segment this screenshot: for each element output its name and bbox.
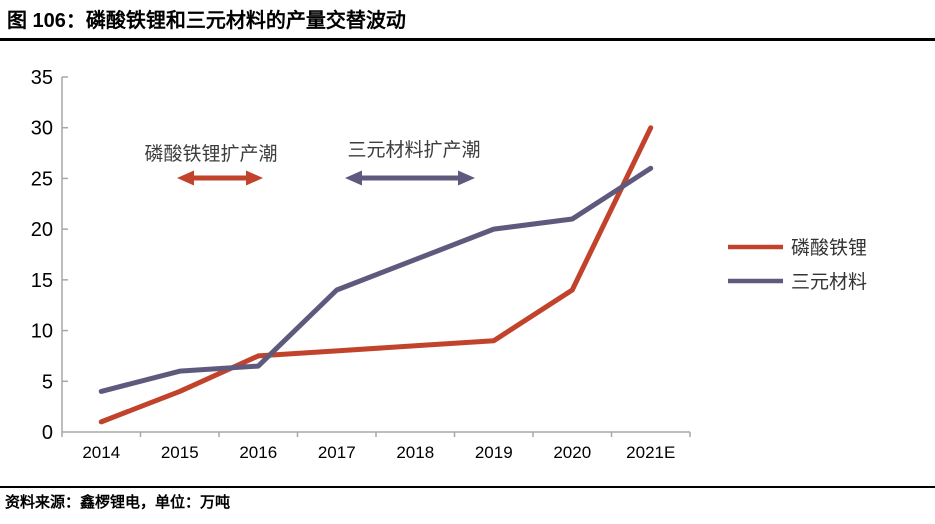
y-tick-label: 15: [31, 270, 53, 292]
footer-divider: [0, 486, 935, 488]
title-divider: [0, 38, 935, 41]
figure-title: 图 106：磷酸铁锂和三元材料的产量交替波动: [7, 10, 406, 32]
series-line-0: [98, 125, 654, 425]
y-tick-label: 30: [31, 118, 53, 140]
x-tick-label: 2015: [161, 443, 199, 462]
x-tick-label: 2014: [82, 443, 120, 462]
y-tick-label: 0: [42, 422, 53, 444]
x-tick-label: 2018: [396, 443, 434, 462]
legend-label: 三元材料: [791, 271, 867, 293]
y-tick-label: 20: [31, 219, 53, 241]
annotation-arrow-head: [345, 170, 362, 186]
annotation-label: 磷酸铁锂扩产潮: [144, 143, 277, 165]
x-tick-label: 2017: [318, 443, 356, 462]
x-tick-label: 2020: [553, 443, 591, 462]
y-tick-label: 25: [31, 168, 53, 190]
annotation-arrow-head: [177, 170, 194, 186]
annotation-arrow-head: [246, 170, 263, 186]
x-tick-label: 2021E: [626, 443, 675, 462]
legend-label: 磷酸铁锂: [791, 237, 867, 259]
y-tick-label: 10: [31, 321, 53, 343]
y-tick-label: 5: [42, 371, 53, 393]
y-tick-label: 35: [31, 67, 53, 89]
annotation-arrow-head: [458, 170, 475, 186]
source-note: 资料来源：鑫椤锂电，单位：万吨: [5, 494, 231, 511]
series-line-1: [98, 165, 654, 394]
x-tick-label: 2019: [475, 443, 513, 462]
x-tick-label: 2016: [239, 443, 277, 462]
annotation-label: 三元材料扩产潮: [347, 139, 480, 161]
